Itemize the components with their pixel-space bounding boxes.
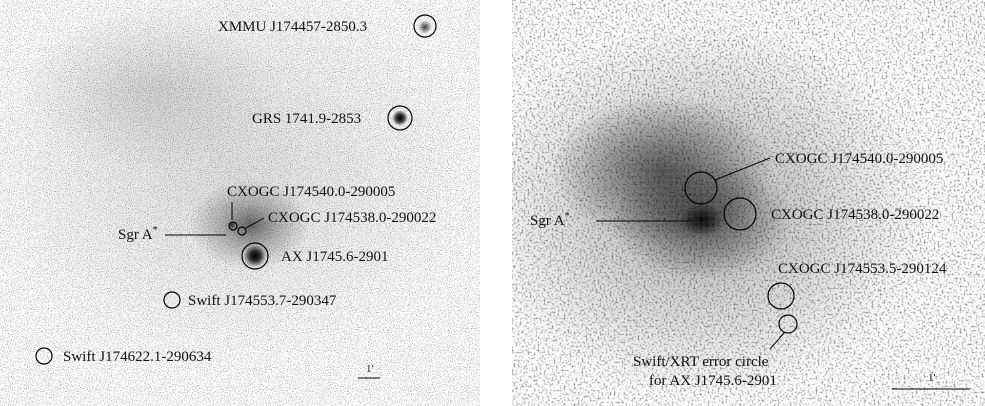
cxo1-label: CXOGC J174540.0-290005 (227, 184, 395, 200)
sgra-label: Sgr A* (530, 211, 570, 229)
cxo1-marker-circle (684, 171, 718, 205)
swift2-marker-circle (35, 347, 53, 365)
grs-marker-circle (387, 105, 413, 131)
cxo2-label: CXOGC J174538.0-290022 (268, 210, 436, 226)
cxo1-marker-circle (228, 221, 238, 231)
cxo2-marker-circle (237, 226, 247, 236)
cxo3-marker-circle (767, 282, 795, 310)
ax-source (244, 245, 266, 267)
swift2-label: Swift J174622.1-290634 (63, 349, 212, 365)
left-xray-image: XMMU J174457-2850.3 GRS 1741.9-2853 CXOG… (0, 0, 480, 406)
xrt-label-line1: Swift/XRT error circle (633, 354, 769, 370)
xmmu-label: XMMU J174457-2850.3 (218, 19, 367, 35)
ax-marker-circle (241, 242, 269, 270)
xrt-error-circle (778, 314, 798, 334)
left-xray-image-panel: XMMU J174457-2850.3 GRS 1741.9-2853 CXOG… (0, 0, 480, 406)
right-xray-image: CXOGC J174540.0-290005 CXOGC J174538.0-2… (512, 0, 985, 406)
xrt-leader-line (769, 331, 786, 350)
right-scale-label: 1' (928, 372, 936, 384)
left-scale-label: 1' (366, 363, 374, 375)
xmmu-marker-circle (413, 14, 437, 38)
xmmu-source (418, 20, 432, 34)
cxo1-label: CXOGC J174540.0-290005 (775, 151, 943, 167)
sgra-label: Sgr A* (118, 225, 158, 243)
cxo2-marker-circle (723, 197, 757, 231)
swift1-label: Swift J174553.7-290347 (188, 293, 337, 309)
xrt-label-line2: for AX J1745.6-2901 (649, 373, 777, 389)
ax-label: AX J1745.6-2901 (281, 249, 389, 265)
cxo3-label: CXOGC J174553.5-290124 (778, 261, 947, 277)
right-xray-image-panel: CXOGC J174540.0-290005 CXOGC J174538.0-2… (512, 0, 985, 406)
cxo1-leader-line (714, 157, 771, 181)
grs-source (392, 110, 408, 126)
swift1-marker-circle (163, 291, 181, 309)
cxo2-leader-line (245, 217, 265, 229)
grs-label: GRS 1741.9-2853 (252, 111, 361, 127)
photon-noise (0, 0, 480, 406)
cxo2-label: CXOGC J174538.0-290022 (771, 207, 939, 223)
